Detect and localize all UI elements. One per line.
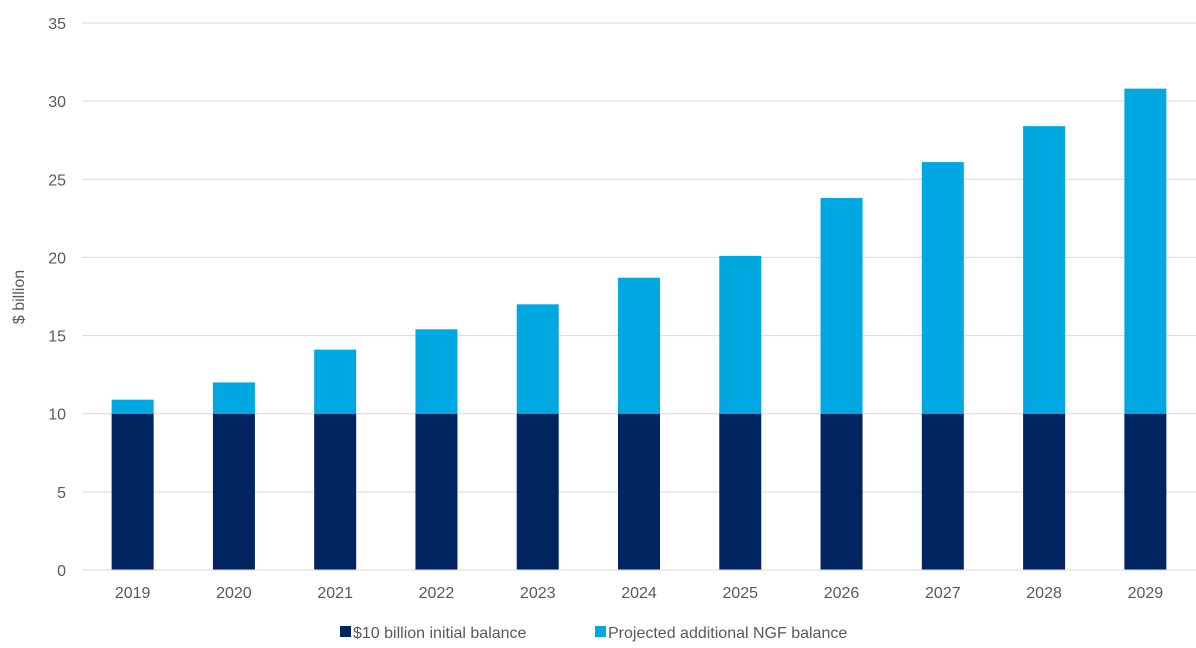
x-tick-label: 2029 — [1128, 585, 1164, 602]
bar-2028-series-1 — [1023, 413, 1066, 570]
legend-label-series-2: Projected additional NGF balance — [608, 625, 847, 642]
bar-2019-series-1 — [111, 413, 154, 570]
bar-2027-series-1 — [921, 413, 964, 570]
bar-2020-series-2 — [212, 382, 255, 414]
bar-2019-series-2 — [111, 399, 154, 414]
y-tick-label: 0 — [57, 563, 66, 580]
bar-2021-series-1 — [314, 413, 357, 570]
bar-2026-series-1 — [820, 413, 863, 570]
legend-swatch-series-2 — [595, 626, 606, 637]
bar-2024-series-1 — [618, 413, 660, 570]
y-axis-ticks: 0 5 10 15 20 25 30 35 — [48, 16, 66, 580]
bar-2027-series-2 — [921, 162, 964, 414]
bar-2029-series-1 — [1124, 413, 1167, 570]
bar-2022-series-2 — [415, 329, 458, 414]
bar-2021-series-2 — [314, 349, 357, 414]
x-tick-label: 2024 — [621, 585, 657, 602]
legend: $10 billion initial balance Projected add… — [340, 625, 847, 642]
y-tick-label: 25 — [48, 172, 66, 189]
bar-2023-series-1 — [516, 413, 559, 570]
x-tick-label: 2020 — [216, 585, 252, 602]
bar-2022-series-1 — [415, 413, 458, 570]
x-axis-ticks: 2019 2020 2021 2022 2023 2024 2025 2026 2027 2028… — [115, 585, 1163, 602]
legend-swatch-series-1 — [340, 626, 351, 637]
y-tick-label: 15 — [48, 329, 66, 346]
legend-label-series-1: $10 billion initial balance — [353, 625, 527, 642]
y-tick-label: 10 — [48, 407, 66, 424]
x-tick-label: 2022 — [419, 585, 455, 602]
bar-2025-series-1 — [719, 413, 762, 570]
y-tick-label: 20 — [48, 250, 66, 267]
x-tick-label: 2028 — [1026, 585, 1062, 602]
x-tick-label: 2019 — [115, 585, 151, 602]
bar-2024-series-2 — [618, 277, 660, 414]
x-tick-label: 2023 — [520, 585, 556, 602]
y-tick-label: 30 — [48, 94, 66, 111]
y-axis-title: $ billion — [11, 270, 28, 324]
bar-2023-series-2 — [516, 304, 559, 414]
y-tick-label: 35 — [48, 16, 66, 33]
bars — [111, 88, 1167, 570]
bar-2028-series-2 — [1023, 126, 1066, 414]
bar-2025-series-2 — [719, 255, 762, 414]
bar-2029-series-2 — [1124, 88, 1167, 414]
x-tick-label: 2026 — [824, 585, 860, 602]
bar-2020-series-1 — [212, 413, 255, 570]
x-tick-label: 2027 — [925, 585, 961, 602]
y-tick-label: 5 — [57, 485, 66, 502]
x-tick-label: 2025 — [722, 585, 758, 602]
bar-2026-series-2 — [820, 198, 863, 414]
x-tick-label: 2021 — [317, 585, 353, 602]
